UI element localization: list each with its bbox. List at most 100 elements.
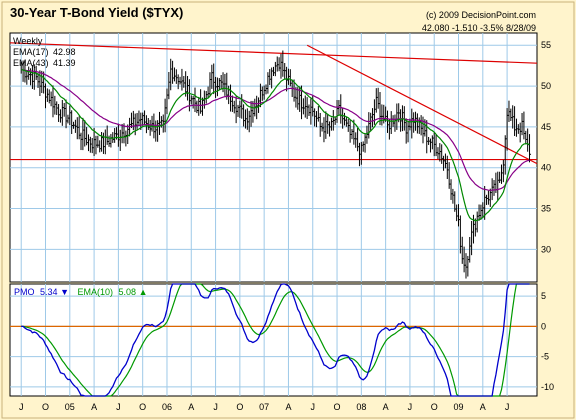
legend-ema17-value: 42.98	[53, 47, 76, 57]
price-bar	[405, 118, 408, 144]
price-bar	[89, 136, 92, 153]
price-bar	[347, 118, 350, 132]
price-bar	[201, 97, 204, 116]
price-bar	[372, 108, 375, 128]
price-bar	[192, 95, 195, 109]
legend-ema17: EMA(17) 42.98	[13, 47, 76, 57]
quote-text: 42.080 -1.510 -3.5% 8/28/09	[422, 23, 536, 33]
price-bar	[142, 112, 145, 126]
price-bar	[377, 87, 380, 109]
price-bar	[258, 97, 261, 113]
price-bar	[366, 125, 369, 144]
price-bar	[474, 218, 477, 237]
price-bar	[138, 110, 141, 126]
chart-title: 30-Year T-Bond Yield ($TYX)	[10, 5, 183, 20]
price-bar	[99, 140, 102, 153]
x-axis: J O 05 A J O 06 A J O 07 A J O 08 A J O 09 A J	[19, 402, 509, 412]
price-bar	[237, 104, 240, 117]
price-y-tick-0: 30	[541, 244, 551, 254]
price-bar	[267, 72, 270, 94]
price-y-tick-2: 40	[541, 163, 551, 173]
price-bar	[289, 69, 292, 87]
price-bar	[114, 128, 117, 143]
price-bar	[84, 120, 87, 147]
price-bar	[54, 95, 57, 115]
price-bar	[429, 138, 432, 153]
price-bar	[437, 147, 440, 160]
x-tick-label-9: O	[236, 402, 243, 412]
price-bar	[181, 68, 184, 91]
price-bar	[497, 171, 500, 201]
price-bar	[500, 164, 503, 184]
price-bar	[325, 111, 328, 139]
ema-17-line	[21, 69, 530, 222]
price-bar	[459, 215, 462, 254]
price-bar	[411, 108, 414, 139]
price-bar	[323, 117, 326, 143]
price-bar	[351, 128, 354, 140]
price-bar	[441, 144, 444, 164]
price-bar	[519, 122, 522, 143]
price-bar	[276, 56, 279, 72]
price-bar	[127, 124, 130, 144]
price-y-tick-3: 45	[541, 122, 551, 132]
price-bar	[132, 110, 135, 131]
price-bar	[315, 111, 318, 128]
price-y-tick-4: 50	[541, 81, 551, 91]
price-bar	[86, 127, 89, 146]
x-tick-label-15: A	[383, 402, 389, 412]
ema-43-line	[21, 69, 530, 191]
price-bar	[248, 110, 251, 133]
price-bar	[375, 88, 378, 113]
price-y-tick-5: 55	[541, 40, 551, 50]
price-bar	[332, 110, 335, 131]
price-bar	[239, 100, 242, 118]
price-bar	[510, 108, 513, 122]
price-bar	[349, 120, 352, 143]
legend-ema43-name: EMA(43)	[13, 58, 49, 68]
price-bar	[144, 110, 147, 125]
price-bar	[205, 91, 208, 104]
price-bar	[529, 134, 532, 163]
price-bar	[317, 106, 320, 122]
price-bar	[108, 135, 111, 147]
x-tick-label-0: J	[19, 402, 24, 412]
price-bar	[304, 95, 307, 118]
price-bar	[211, 64, 214, 89]
price-bar	[26, 70, 29, 85]
trendline-0	[9, 42, 538, 64]
price-bar	[125, 130, 128, 147]
price-bar	[362, 141, 365, 152]
x-tick-label-6: 06	[162, 402, 172, 412]
price-bar	[177, 74, 180, 90]
price-bar	[280, 53, 283, 79]
price-bar	[523, 111, 526, 140]
x-tick-label-4: J	[116, 402, 121, 412]
price-bar	[155, 120, 158, 142]
price-bar	[80, 132, 83, 151]
price-bar	[295, 87, 298, 108]
price-bar	[87, 134, 90, 152]
price-bar	[183, 76, 186, 88]
price-bar	[102, 132, 105, 154]
price-bar	[63, 102, 66, 117]
x-tick-label-1: O	[42, 402, 49, 412]
pmo-y-tick-1: -5	[541, 352, 549, 362]
x-tick-label-16: J	[408, 402, 413, 412]
price-bar	[166, 88, 169, 115]
price-bar	[512, 105, 515, 129]
price-bar	[179, 76, 182, 85]
price-bar	[271, 67, 274, 89]
price-bar	[458, 204, 461, 227]
price-bar	[246, 108, 249, 130]
period-label: Weekly	[13, 36, 43, 46]
price-bar	[220, 75, 223, 90]
price-bar	[514, 106, 517, 137]
price-bar	[334, 116, 337, 125]
price-bar	[93, 127, 96, 157]
price-bar	[231, 95, 234, 112]
price-bar	[136, 113, 139, 130]
x-tick-label-20: J	[505, 402, 510, 412]
price-bar	[74, 119, 77, 133]
price-bar	[487, 190, 490, 205]
